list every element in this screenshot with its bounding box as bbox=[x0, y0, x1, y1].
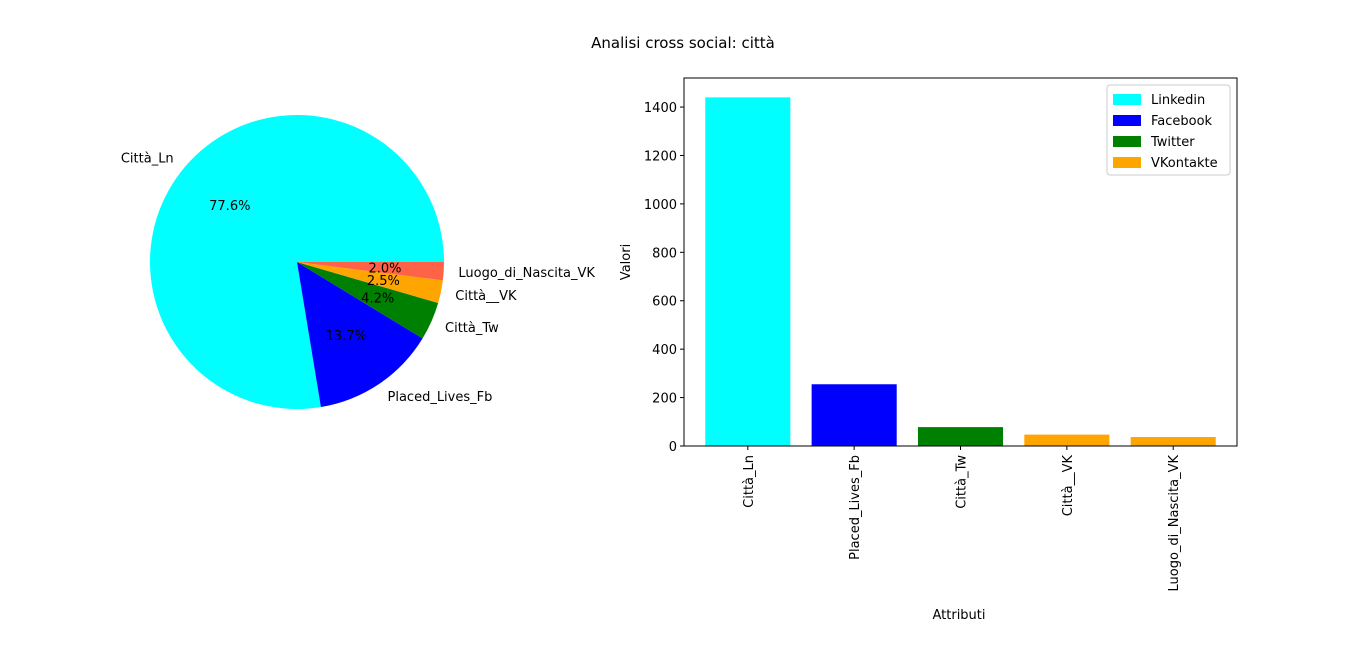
pie-slice-luogo-di-nascita-vk bbox=[297, 262, 444, 281]
bar-citt-ln bbox=[705, 97, 791, 447]
legend-box bbox=[1106, 84, 1231, 176]
x-tick-label-citt-vk: Città__VK bbox=[1061, 455, 1076, 517]
legend-swatch-twitter bbox=[1113, 136, 1141, 147]
pie-label-luogo-di-nascita-vk: Luogo_di_Nascita_VK bbox=[458, 266, 595, 281]
figure-title: Analisi cross social: città bbox=[591, 34, 775, 52]
legend-label-facebook: Facebook bbox=[1151, 114, 1213, 129]
legend: Linkedin Facebook Twitter VKontakte bbox=[1106, 84, 1231, 176]
y-tick-label: 600 bbox=[652, 295, 677, 310]
pie-slice-citt-ln bbox=[149, 114, 444, 409]
bar-luogo-di-nascita-vk bbox=[1130, 437, 1216, 446]
x-axis-label: Attributi bbox=[932, 608, 985, 623]
x-tick-label-luogo-di-nascita-vk: Luogo_di_Nascita_VK bbox=[1167, 455, 1182, 592]
pie-chart: Città_Ln 77.6% Placed_Lives_Fb 13.7% Città_T… bbox=[121, 114, 595, 409]
pie-slice-citt-tw bbox=[297, 262, 439, 339]
x-tick-label-citt-ln: Città_Ln bbox=[742, 455, 757, 508]
x-ticks: Città_Ln Placed_Lives_Fb Città_Tw Città__VK… bbox=[742, 446, 1182, 591]
y-axis-label: Valori bbox=[619, 244, 634, 280]
x-tick-label-placed-lives-fb: Placed_Lives_Fb bbox=[848, 455, 863, 560]
legend-swatch-linkedin bbox=[1113, 94, 1141, 105]
pie-pct-luogo-di-nascita-vk: 2.0% bbox=[368, 262, 401, 277]
legend-label-vkontakte: VKontakte bbox=[1151, 156, 1218, 171]
bar-chart: 0 200 400 600 800 1000 1200 1400 Città_Ln Placed… bbox=[619, 77, 1238, 623]
legend-label-twitter: Twitter bbox=[1150, 135, 1195, 150]
legend-swatch-facebook bbox=[1113, 115, 1141, 126]
pie-pct-citt-vk: 2.5% bbox=[367, 274, 400, 289]
legend-label-linkedin: Linkedin bbox=[1151, 93, 1205, 108]
pie-pct-citt-ln: 77.6% bbox=[209, 199, 250, 214]
legend-swatch-vkontakte bbox=[1113, 157, 1141, 168]
y-tick-label: 0 bbox=[669, 440, 677, 455]
pie-label-citt-ln: Città_Ln bbox=[121, 151, 174, 166]
y-tick-label: 1000 bbox=[644, 198, 677, 213]
x-tick-label-citt-tw: Città_Tw bbox=[955, 455, 970, 509]
bar-citt-tw bbox=[917, 427, 1004, 446]
y-tick-label: 400 bbox=[652, 343, 677, 358]
pie-label-citt-tw: Città_Tw bbox=[445, 321, 499, 336]
bars bbox=[705, 97, 1216, 447]
y-ticks: 0 200 400 600 800 1000 1200 1400 bbox=[644, 101, 684, 455]
pie-slice-citt-vk bbox=[297, 262, 443, 304]
pie-label-citt-vk: Città__VK bbox=[455, 289, 517, 304]
bar-citt-vk bbox=[1024, 434, 1110, 446]
y-tick-label: 800 bbox=[652, 246, 677, 261]
y-tick-label: 1200 bbox=[644, 149, 677, 164]
bar-placed-lives-fb bbox=[811, 384, 897, 446]
y-tick-label: 200 bbox=[652, 392, 677, 407]
pie-slice-placed-lives-fb bbox=[297, 262, 423, 408]
y-tick-label: 1400 bbox=[644, 101, 677, 116]
pie-pct-citt-tw: 4.2% bbox=[361, 292, 394, 307]
pie-label-placed-lives-fb: Placed_Lives_Fb bbox=[388, 390, 493, 405]
pie-pct-placed-lives-fb: 13.7% bbox=[326, 329, 367, 344]
